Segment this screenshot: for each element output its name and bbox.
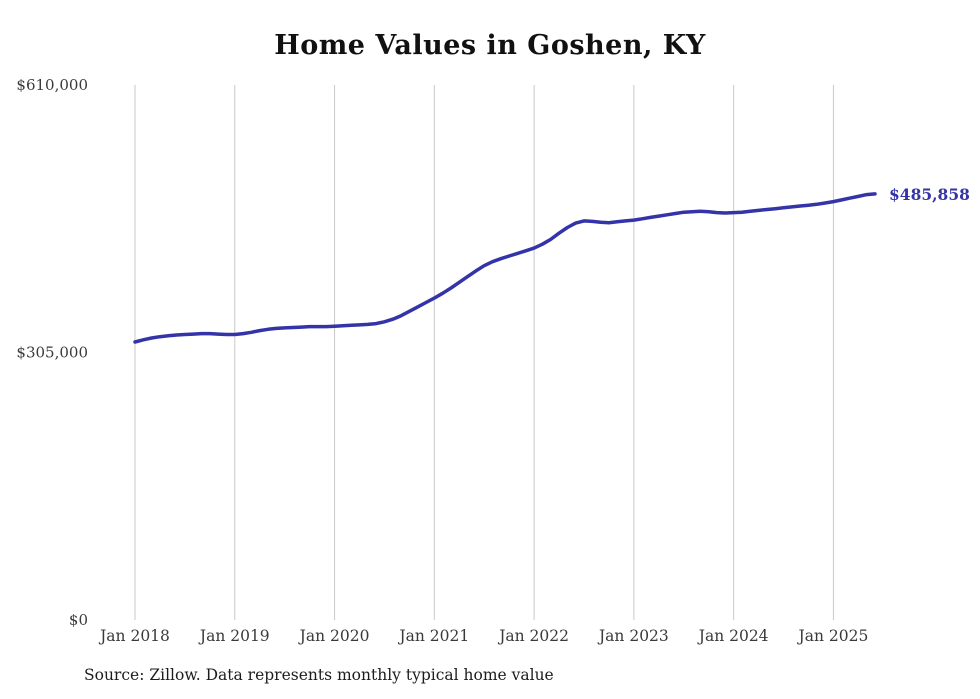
- y-tick-label: $0: [69, 611, 88, 629]
- x-tick-label: Jan 2025: [797, 627, 869, 645]
- x-tick-label: Jan 2018: [98, 627, 170, 645]
- x-tick-label: Jan 2023: [597, 627, 669, 645]
- end-value-annotation: $485,858: [889, 185, 970, 204]
- x-tick-label: Jan 2020: [298, 627, 370, 645]
- y-tick-label: $305,000: [16, 344, 88, 362]
- x-axis-labels: Jan 2018 Jan 2019 Jan 2020 Jan 2021 Jan 2022…: [98, 627, 868, 645]
- x-tick-label: Jan 2024: [697, 627, 769, 645]
- gridlines: [134, 85, 834, 620]
- y-axis-labels: $0 $305,000 $610,000: [16, 76, 88, 629]
- x-tick-label: Jan 2019: [198, 627, 270, 645]
- value-line: [133, 192, 877, 344]
- x-tick-label: Jan 2022: [497, 627, 569, 645]
- x-tick-label: Jan 2021: [397, 627, 469, 645]
- chart-title: Home Values in Goshen, KY: [274, 30, 706, 61]
- source-note: Source: Zillow. Data represents monthly …: [84, 666, 554, 684]
- y-tick-label: $610,000: [16, 76, 88, 94]
